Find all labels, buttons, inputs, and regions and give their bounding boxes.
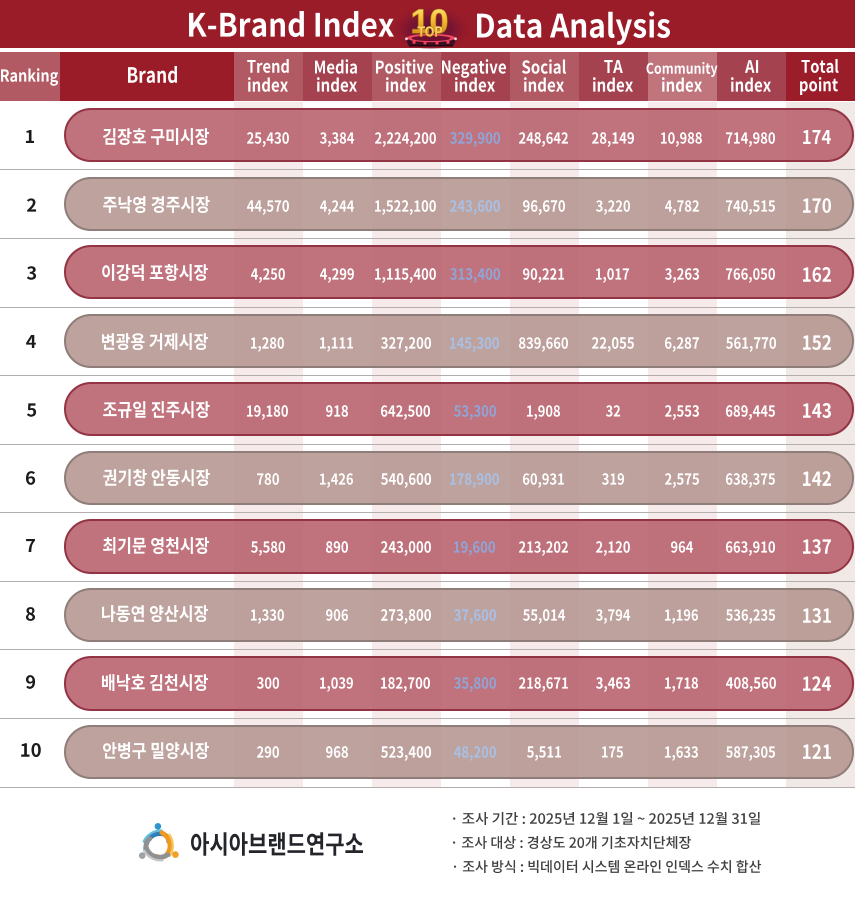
svg-text:10: 10: [411, 3, 449, 41]
svg-text:TOP: TOP: [418, 25, 443, 41]
